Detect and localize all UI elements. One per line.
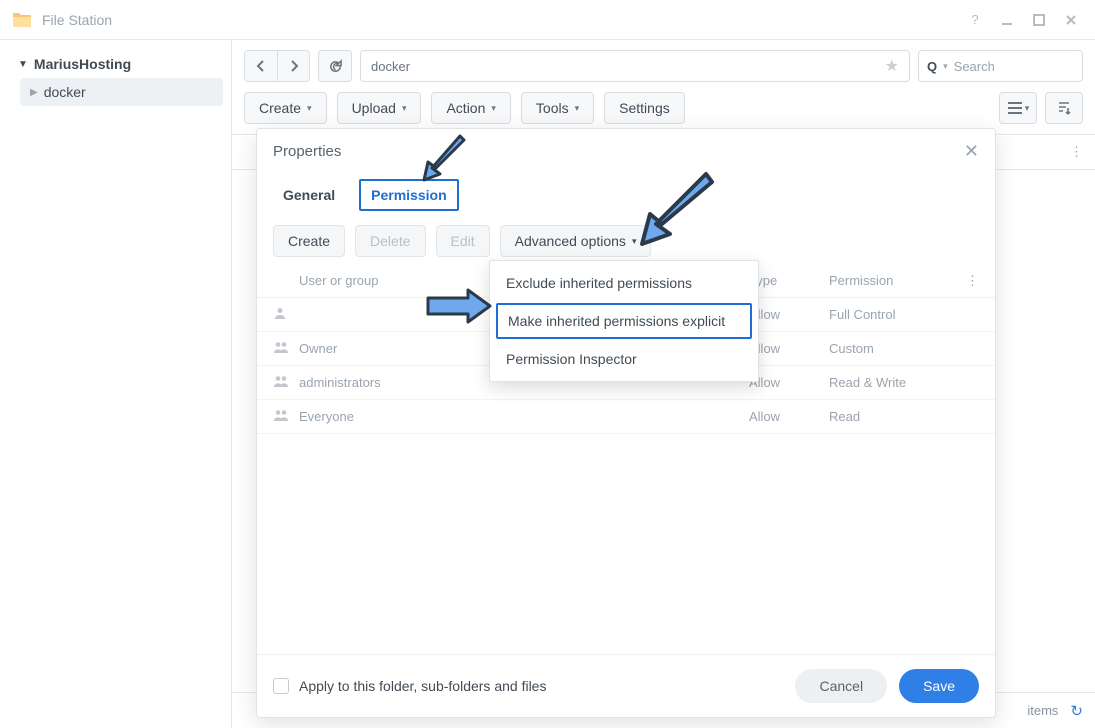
dialog-close-icon[interactable]: ✕ — [964, 141, 979, 162]
toolbar-nav: docker ★ Q ▾ Search — [232, 40, 1095, 92]
dropdown-item[interactable]: Permission Inspector — [490, 341, 758, 377]
dialog-footer: Apply to this folder, sub-folders and fi… — [257, 654, 995, 717]
properties-dialog: Properties ✕ General Permission Create D… — [256, 128, 996, 718]
save-button[interactable]: Save — [899, 669, 979, 703]
nav-back-button[interactable] — [245, 51, 277, 81]
dialog-tabs: General Permission — [257, 173, 995, 217]
apply-checkbox[interactable] — [273, 678, 289, 694]
path-text: docker — [371, 59, 410, 74]
annotation-arrow-2 — [636, 166, 720, 250]
perm-create-button[interactable]: Create — [273, 225, 345, 257]
settings-label: Settings — [619, 100, 670, 116]
perm-permission: Read & Write — [829, 375, 959, 390]
close-icon[interactable] — [1059, 8, 1083, 32]
create-label: Create — [259, 100, 301, 116]
col-type: Type — [749, 273, 829, 289]
caret-down-icon: ▼ — [18, 59, 28, 70]
action-label: Action — [446, 100, 485, 116]
settings-button[interactable]: Settings — [604, 92, 685, 124]
window-title: File Station — [42, 12, 112, 28]
perm-permission: Full Control — [829, 307, 959, 322]
apply-label: Apply to this folder, sub-folders and fi… — [299, 678, 546, 694]
perm-advanced-label: Advanced options — [515, 233, 626, 249]
tree-item-label: docker — [44, 84, 86, 100]
sidebar: ▼ MariusHosting ▶ docker — [0, 40, 232, 728]
perm-user: Everyone — [299, 409, 749, 424]
maximize-icon[interactable] — [1027, 8, 1051, 32]
upload-button[interactable]: Upload▾ — [337, 92, 422, 124]
tools-button[interactable]: Tools▾ — [521, 92, 594, 124]
perm-type: Allow — [749, 375, 829, 390]
sort-button[interactable] — [1045, 92, 1083, 124]
perm-advanced-button[interactable]: Advanced options▾ — [500, 225, 652, 257]
nav-forward-button[interactable] — [277, 51, 309, 81]
search-placeholder: Search — [954, 59, 995, 74]
advanced-dropdown: Exclude inherited permissionsMake inheri… — [489, 260, 759, 382]
dialog-toolbar: Create Delete Edit Advanced options▾ — [257, 217, 995, 265]
upload-label: Upload — [352, 100, 396, 116]
minimize-icon[interactable] — [995, 8, 1019, 32]
annotation-arrow-3 — [424, 286, 494, 326]
status-refresh-icon[interactable]: ↻ — [1070, 702, 1083, 720]
tab-general[interactable]: General — [273, 181, 345, 209]
perm-edit-button: Edit — [436, 225, 490, 257]
search-input[interactable]: Q ▾ Search — [918, 50, 1083, 82]
dropdown-item[interactable]: Exclude inherited permissions — [490, 265, 758, 301]
dialog-header: Properties ✕ — [257, 129, 995, 173]
status-text: items — [1027, 703, 1058, 718]
dialog-title: Properties — [273, 143, 341, 160]
perm-row[interactable]: EveryoneAllowRead — [257, 400, 995, 434]
perm-type: Allow — [749, 341, 829, 356]
dropdown-item[interactable]: Make inherited permissions explicit — [496, 303, 752, 339]
group-icon — [273, 408, 299, 425]
search-icon: Q — [927, 59, 937, 74]
header-menu-icon[interactable]: ⋮ — [1070, 144, 1083, 160]
help-icon[interactable]: ? — [963, 8, 987, 32]
user-icon — [273, 306, 299, 323]
reload-button[interactable] — [318, 50, 352, 82]
caret-right-icon: ▶ — [30, 87, 38, 98]
tools-label: Tools — [536, 100, 569, 116]
search-caret-icon: ▾ — [943, 61, 948, 72]
perm-permission: Custom — [829, 341, 959, 356]
titlebar: File Station ? — [0, 0, 1095, 40]
perm-delete-button: Delete — [355, 225, 425, 257]
tree-root-label: MariusHosting — [34, 56, 131, 72]
perm-type: Allow — [749, 409, 829, 424]
group-icon — [273, 374, 299, 391]
col-perm: Permission — [829, 273, 959, 289]
perm-type: Allow — [749, 307, 829, 322]
tree-item-docker[interactable]: ▶ docker — [20, 78, 223, 106]
perm-permission: Read — [829, 409, 959, 424]
cancel-button[interactable]: Cancel — [795, 669, 887, 703]
annotation-arrow-1 — [420, 130, 470, 186]
nav-group — [244, 50, 310, 82]
action-button[interactable]: Action▾ — [431, 92, 510, 124]
create-button[interactable]: Create▾ — [244, 92, 327, 124]
tree-root[interactable]: ▼ MariusHosting — [8, 50, 223, 78]
path-input[interactable]: docker ★ — [360, 50, 910, 82]
star-icon[interactable]: ★ — [885, 56, 899, 76]
group-icon — [273, 340, 299, 357]
view-list-button[interactable]: ▾ — [999, 92, 1037, 124]
folder-icon — [12, 12, 32, 28]
col-menu-icon[interactable]: ⋮ — [959, 273, 979, 289]
